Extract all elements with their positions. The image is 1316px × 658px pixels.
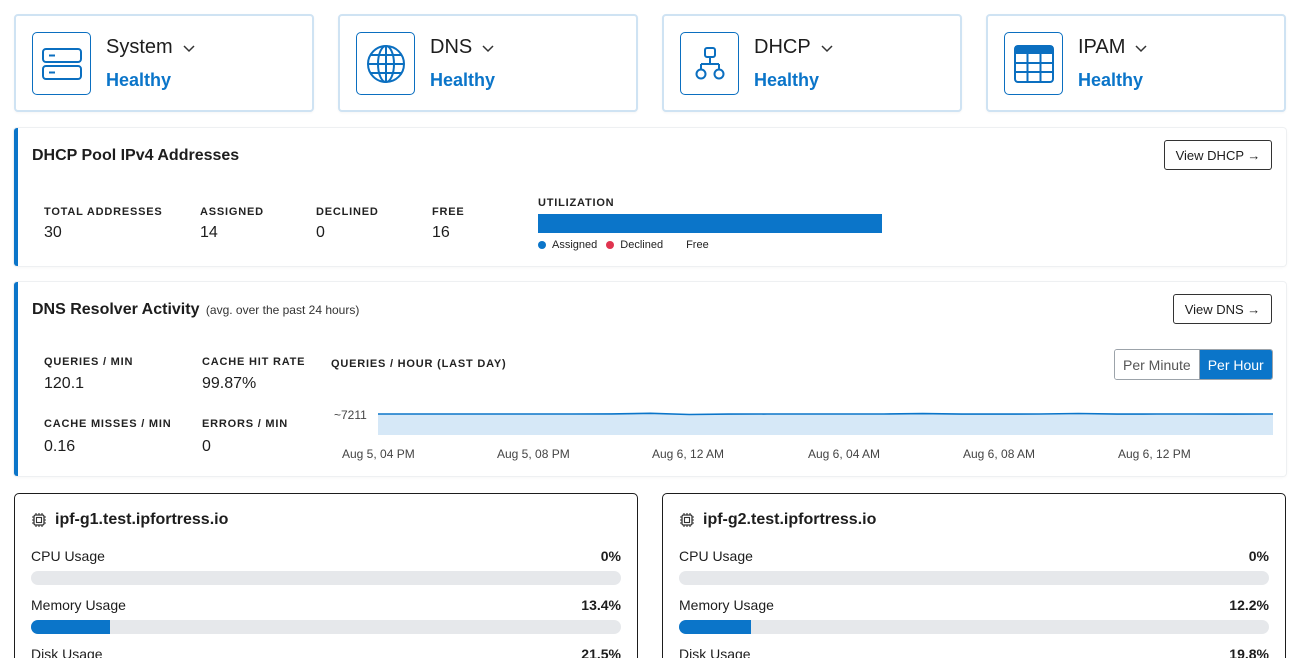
metric-value: 21.5% (581, 646, 621, 658)
dns-resolver-panel: DNS Resolver Activity (avg. over the pas… (14, 282, 1286, 476)
host-name: ipf-g1.test.ipfortress.io (31, 511, 228, 529)
stat-value: 120.1 (44, 375, 85, 392)
chevron-down-icon[interactable] (482, 36, 494, 59)
system-status-card[interactable]: System Healthy (14, 14, 314, 112)
chart-label: QUERIES / HOUR (LAST DAY) (331, 358, 507, 370)
memory-usage-bar (31, 620, 621, 634)
card-title: DNS (430, 36, 494, 59)
card-title: IPAM (1078, 36, 1147, 59)
status-text: Healthy (754, 70, 820, 90)
status-text: Healthy (1078, 70, 1144, 90)
metric-value: 0% (600, 548, 621, 564)
utilization-label: UTILIZATION (538, 197, 615, 209)
legend-assigned: Assigned (538, 239, 597, 251)
dhcp-pool-panel: DHCP Pool IPv4 Addresses View DHCP → TOT… (14, 128, 1286, 266)
stat-label: ERRORS / MIN (202, 418, 288, 430)
ipam-status-card[interactable]: IPAM Healthy (986, 14, 1286, 112)
chart-series-line (378, 412, 1274, 416)
metric-label: CPU Usage (31, 548, 105, 564)
memory-usage-bar (679, 620, 1269, 634)
x-tick-label: Aug 5, 08 PM (497, 447, 570, 461)
chevron-down-icon[interactable] (183, 36, 195, 59)
stat-value: 0 (316, 224, 325, 241)
dhcp-status-card[interactable]: DHCP Healthy (662, 14, 962, 112)
server-icon (32, 32, 91, 95)
cpu-usage-bar (679, 571, 1269, 585)
metric-value: 19.8% (1229, 646, 1269, 658)
metric-label: Disk Usage (31, 646, 103, 658)
x-tick-label: Aug 6, 08 AM (963, 447, 1036, 461)
chip-icon (32, 513, 46, 527)
host-panel: ipf-g2.test.ipfortress.io CPU Usage 0% M… (662, 493, 1286, 658)
stat-value: 16 (432, 224, 450, 241)
dns-status-card[interactable]: DNS Healthy (338, 14, 638, 112)
chevron-down-icon[interactable] (821, 36, 833, 59)
metric-value: 13.4% (581, 597, 621, 613)
view-dns-button[interactable]: View DNS → (1173, 294, 1272, 324)
granularity-toggle: Per Minute Per Hour (1114, 349, 1273, 380)
metric-label: CPU Usage (679, 548, 753, 564)
y-tick-label: ~7211 (334, 408, 367, 422)
grid-table-icon (1004, 32, 1063, 95)
utilization-legend: Assigned Declined Free (538, 239, 718, 251)
panel-title: DNS Resolver Activity (avg. over the pas… (32, 301, 360, 318)
stat-label: TOTAL ADDRESSES (44, 206, 163, 218)
x-tick-label: Aug 6, 04 AM (808, 447, 881, 461)
card-title: System (106, 36, 195, 59)
status-text: Healthy (430, 70, 496, 90)
x-tick-label: Aug 6, 12 PM (1118, 447, 1191, 461)
panel-title: DHCP Pool IPv4 Addresses (32, 147, 240, 164)
metric-value: 0% (1248, 548, 1269, 564)
stat-label: CACHE HIT RATE (202, 356, 306, 368)
legend-free: Free (672, 239, 709, 251)
chevron-down-icon[interactable] (1135, 36, 1147, 59)
status-text: Healthy (106, 70, 172, 90)
stat-value: 14 (200, 224, 218, 241)
stat-label: FREE (432, 206, 465, 218)
card-title: DHCP (754, 36, 833, 59)
stat-label: CACHE MISSES / MIN (44, 418, 172, 430)
x-tick-label: Aug 6, 12 AM (652, 447, 725, 461)
metric-label: Memory Usage (679, 597, 774, 613)
queries-chart (378, 412, 1274, 435)
chip-icon (680, 513, 694, 527)
stat-label: DECLINED (316, 206, 379, 218)
stat-value: 0 (202, 438, 211, 455)
view-dhcp-button[interactable]: View DHCP → (1164, 140, 1272, 170)
stat-label: ASSIGNED (200, 206, 264, 218)
host-name: ipf-g2.test.ipfortress.io (679, 511, 876, 529)
stat-value: 99.87% (202, 375, 257, 392)
utilization-bar (538, 214, 882, 233)
network-tree-icon (680, 32, 739, 95)
metric-value: 12.2% (1229, 597, 1269, 613)
x-tick-label: Aug 5, 04 PM (342, 447, 415, 461)
metric-label: Disk Usage (679, 646, 751, 658)
panel-subtitle: (avg. over the past 24 hours) (205, 303, 360, 317)
chart-area (378, 413, 1273, 435)
cpu-usage-bar (31, 571, 621, 585)
stat-value: 0.16 (44, 438, 76, 455)
metric-label: Memory Usage (31, 597, 126, 613)
legend-declined: Declined (606, 239, 663, 251)
stat-value: 30 (44, 224, 62, 241)
host-panel: ipf-g1.test.ipfortress.io CPU Usage 0% M… (14, 493, 638, 658)
per-minute-button[interactable]: Per Minute (1115, 350, 1200, 379)
globe-icon (356, 32, 415, 95)
stat-label: QUERIES / MIN (44, 356, 134, 368)
per-hour-button[interactable]: Per Hour (1199, 350, 1272, 379)
